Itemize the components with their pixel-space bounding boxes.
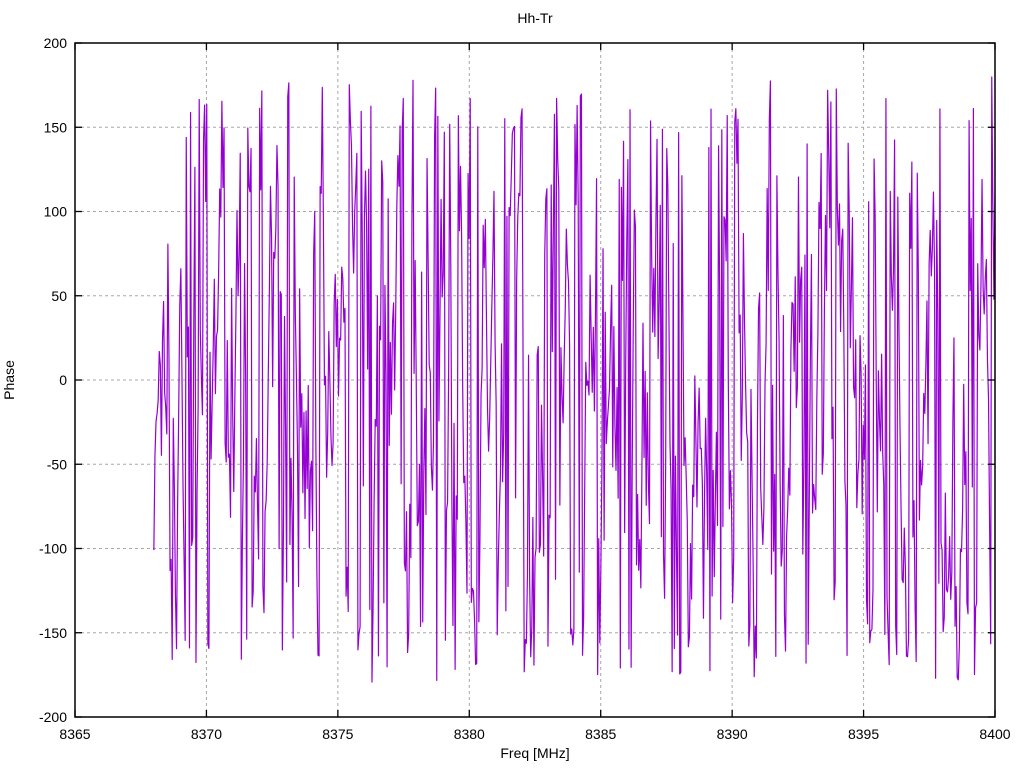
y-tick-label: 0	[59, 372, 67, 388]
y-tick-label: -100	[39, 541, 67, 557]
y-tick-label: 200	[44, 35, 68, 51]
x-axis-label: Freq [MHz]	[500, 745, 569, 761]
x-tick-label: 8380	[454, 726, 485, 742]
y-tick-label: 150	[44, 119, 68, 135]
y-tick-label: -50	[47, 456, 67, 472]
y-tick-label: -150	[39, 625, 67, 641]
x-tick-label: 8395	[848, 726, 879, 742]
chart-title: Hh-Tr	[517, 10, 553, 26]
x-tick-label: 8400	[979, 726, 1010, 742]
trace-layer	[153, 76, 995, 683]
x-tick-label: 8390	[717, 726, 748, 742]
x-tick-label: 8365	[59, 726, 90, 742]
y-tick-label: -200	[39, 709, 67, 725]
tick-marks	[74, 42, 996, 718]
y-tick-labels: -200 -150 -100 -50 0 50 100 150 200	[39, 35, 67, 725]
x-tick-label: 8370	[191, 726, 222, 742]
y-tick-label: 100	[44, 204, 68, 220]
x-tick-label: 8385	[585, 726, 616, 742]
x-tick-labels: 8365 8370 8375 8380 8385 8390 8395 8400	[59, 726, 1010, 742]
phase-trace	[153, 76, 995, 683]
x-tick-label: 8375	[322, 726, 353, 742]
y-axis-label: Phase	[1, 360, 17, 400]
y-tick-label: 50	[51, 288, 67, 304]
